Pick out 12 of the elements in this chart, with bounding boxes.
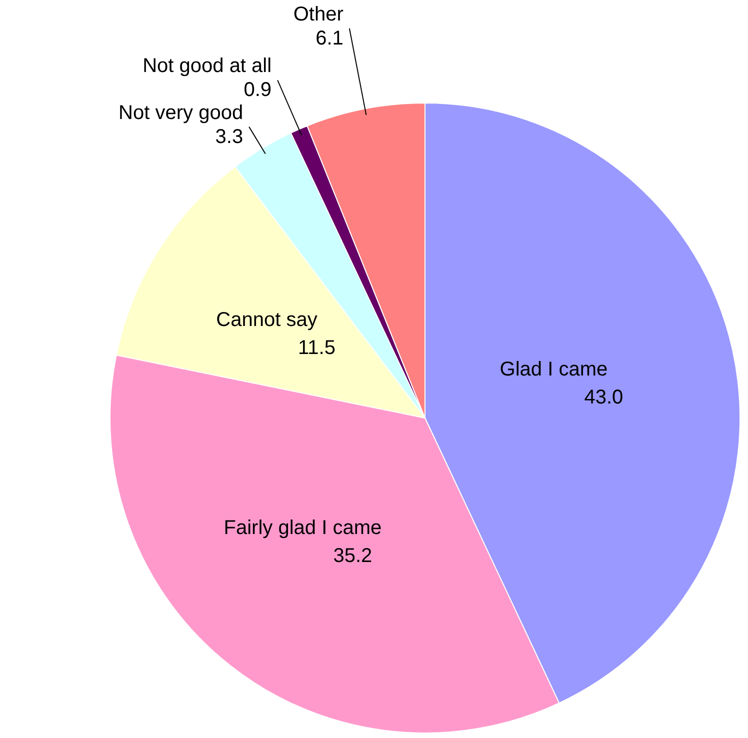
- slice-label: Not very good: [118, 102, 244, 124]
- data-label: 43.0: [584, 386, 624, 409]
- slice-label: Cannot say: [216, 309, 318, 332]
- data-label: 11.5: [298, 337, 336, 360]
- slice-label: Other: [293, 3, 344, 26]
- data-label: 0.9: [244, 79, 272, 102]
- slice-label: Glad I came: [500, 358, 608, 381]
- slice-label: Fairly glad I came: [224, 516, 382, 539]
- data-label: 35.2: [333, 544, 372, 567]
- data-label: 3.3: [215, 126, 244, 148]
- slice-label: Not good at all: [142, 55, 272, 78]
- data-label: 6.1: [316, 27, 344, 50]
